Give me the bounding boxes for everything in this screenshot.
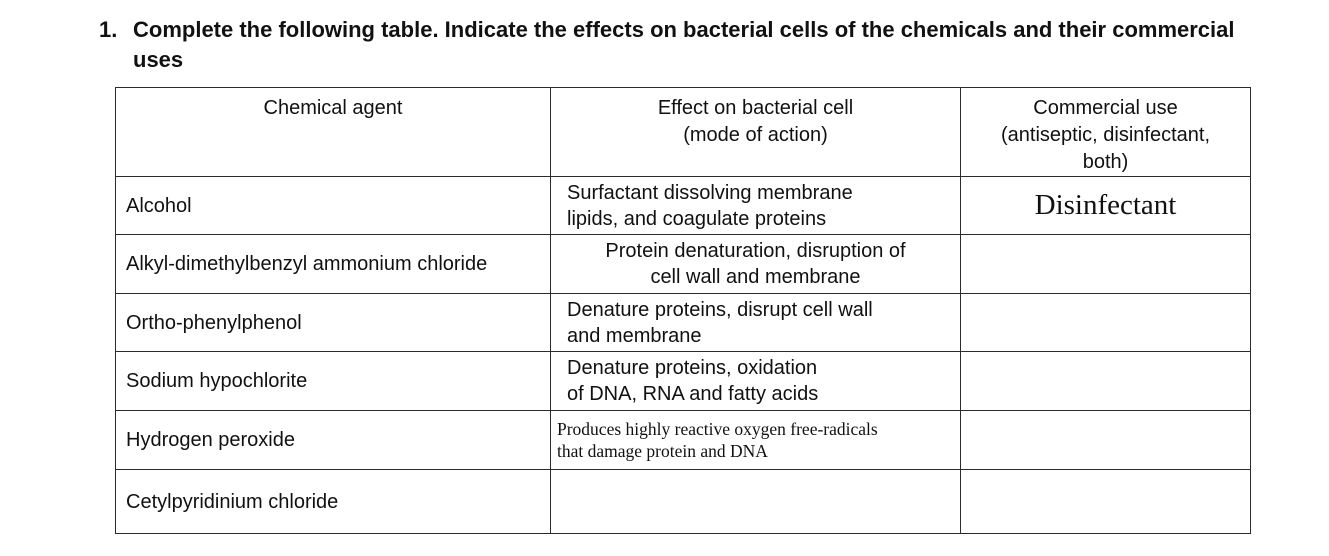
header-commercial-use: Commercial use (antiseptic, disinfectant… [960, 87, 1251, 178]
chemical-name-cell: Ortho-phenylphenol [115, 293, 551, 353]
header-effect: Effect on bacterial cell (mode of action… [550, 87, 961, 178]
commercial-use-cell[interactable]: Disinfectant [960, 176, 1251, 236]
effect-cell[interactable]: Denature proteins, oxidation of DNA, RNA… [550, 351, 961, 412]
chemical-name-cell: Alkyl-dimethylbenzyl ammonium chloride [115, 234, 551, 295]
commercial-use-cell[interactable] [960, 293, 1251, 353]
header-row: Chemical agent Effect on bacterial cell … [115, 87, 1251, 178]
commercial-use-cell[interactable] [960, 351, 1251, 412]
question: 1. Complete the following table. Indicat… [0, 15, 1329, 74]
question-number: 1. [99, 17, 118, 42]
table-row-alcohol: Alcohol Surfactant dissolving membrane l… [115, 176, 1251, 236]
table-row-sodium-hypochlorite: Sodium hypochlorite Denature proteins, o… [115, 351, 1251, 412]
effect-cell[interactable]: Produces highly reactive oxygen free-rad… [550, 410, 961, 471]
table-row-alkyl-dimethylbenzyl: Alkyl-dimethylbenzyl ammonium chloride P… [115, 234, 1251, 295]
chemical-name-cell: Sodium hypochlorite [115, 351, 551, 412]
table-row-cetylpyridinium-chloride: Cetylpyridinium chloride [115, 469, 1251, 535]
commercial-use-cell[interactable] [960, 410, 1251, 471]
effect-cell[interactable] [550, 469, 961, 535]
header-chemical-agent: Chemical agent [115, 87, 551, 178]
chemical-name-cell: Alcohol [115, 176, 551, 236]
table-row-hydrogen-peroxide: Hydrogen peroxide Produces highly reacti… [115, 410, 1251, 471]
worksheet-page: 1. Complete the following table. Indicat… [0, 15, 1329, 535]
effect-cell[interactable]: Protein denaturation, disruption of cell… [550, 234, 961, 295]
chemical-name-cell: Cetylpyridinium chloride [115, 469, 551, 535]
effect-cell[interactable]: Surfactant dissolving membrane lipids, a… [550, 176, 961, 236]
commercial-use-cell[interactable] [960, 234, 1251, 295]
table-row-ortho-phenylphenol: Ortho-phenylphenol Denature proteins, di… [115, 293, 1251, 353]
effect-cell[interactable]: Denature proteins, disrupt cell wall and… [550, 293, 961, 353]
commercial-use-cell[interactable] [960, 469, 1251, 535]
question-text: Complete the following table. Indicate t… [133, 17, 1235, 72]
chemicals-table: Chemical agent Effect on bacterial cell … [115, 87, 1251, 535]
chemical-name-cell: Hydrogen peroxide [115, 410, 551, 471]
